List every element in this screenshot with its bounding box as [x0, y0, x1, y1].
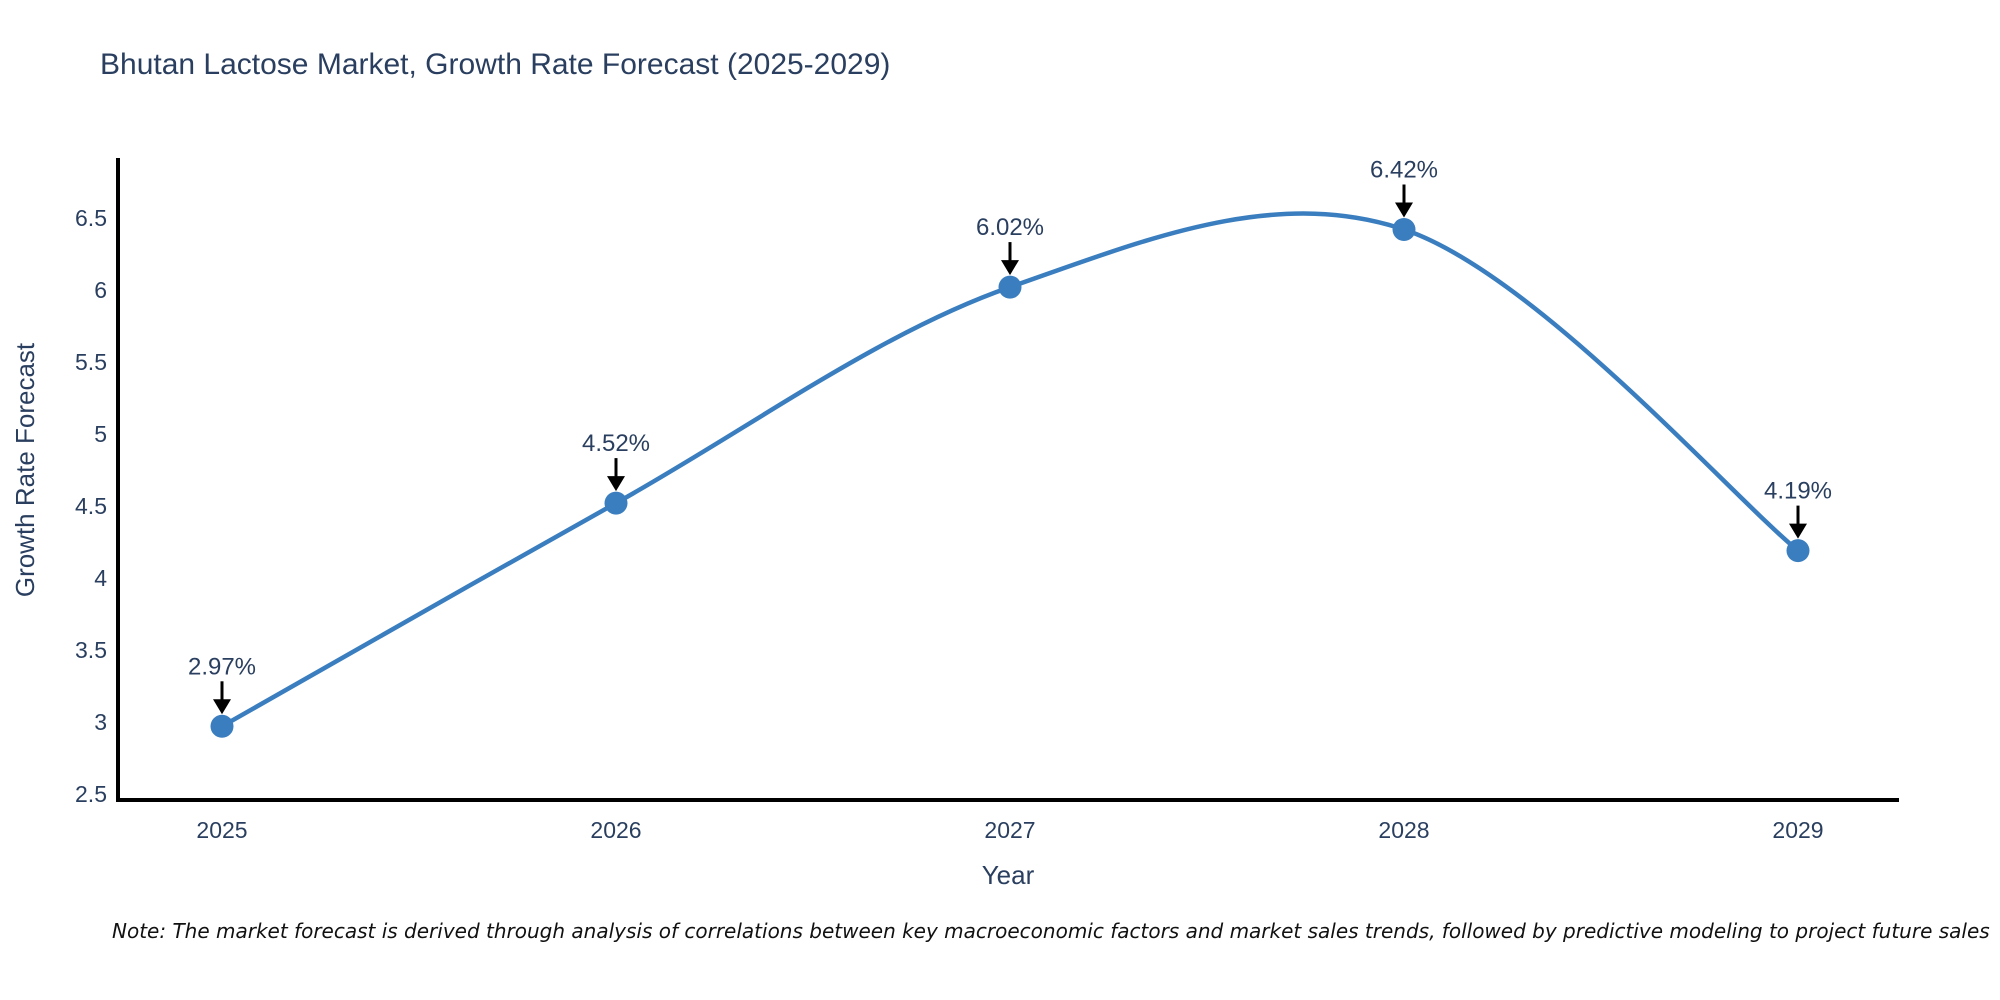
data-point-marker	[210, 714, 234, 738]
axis-lines	[116, 158, 1899, 802]
x-tick-label: 2027	[984, 817, 1035, 843]
chart-title: Bhutan Lactose Market, Growth Rate Forec…	[100, 48, 890, 81]
arrow-down-icon	[1789, 523, 1807, 539]
y-tick-label: 3	[94, 709, 107, 735]
annotation-label: 4.19%	[1764, 478, 1832, 505]
x-tick-label: 2026	[590, 817, 641, 843]
data-point-marker	[1392, 218, 1416, 241]
y-axis-title: Growth Rate Forecast	[10, 342, 40, 597]
y-tick-label: 5.5	[75, 349, 107, 375]
x-tick-label: 2029	[1772, 817, 1823, 843]
y-tick-label: 3.5	[75, 637, 107, 663]
y-tick-label: 2.5	[75, 781, 107, 807]
y-tick-label: 6.5	[75, 205, 107, 231]
y-tick-label: 4	[94, 565, 107, 591]
footnote: Note: The market forecast is derived thr…	[112, 919, 1990, 943]
data-point-marker	[1786, 539, 1810, 563]
annotation-label: 6.42%	[1370, 157, 1438, 184]
arrow-down-icon	[607, 476, 625, 492]
point-annotations: 2.97% 4.52% 6.02% 6.42% 4.19%	[188, 157, 1832, 715]
y-tick-label: 6	[94, 277, 107, 303]
y-tick-label: 5	[94, 421, 107, 447]
data-point-marker	[998, 275, 1022, 299]
x-tick-labels: 2025 2026 2027 2028 2029	[196, 817, 1823, 843]
data-point-markers	[210, 218, 1810, 738]
arrow-down-icon	[213, 699, 231, 715]
annotation-label: 2.97%	[188, 653, 256, 680]
arrow-down-icon	[1395, 202, 1413, 218]
x-axis-title: Year	[982, 860, 1035, 890]
x-tick-label: 2028	[1378, 817, 1429, 843]
data-point-marker	[604, 491, 628, 515]
y-tick-label: 4.5	[75, 493, 107, 519]
y-tick-labels: 2.5 3 3.5 4 4.5 5 5.5 6 6.5	[75, 205, 107, 807]
annotation-label: 6.02%	[976, 214, 1044, 241]
arrow-down-icon	[1001, 260, 1019, 276]
annotation-label: 4.52%	[582, 430, 650, 457]
x-tick-label: 2025	[196, 817, 247, 843]
